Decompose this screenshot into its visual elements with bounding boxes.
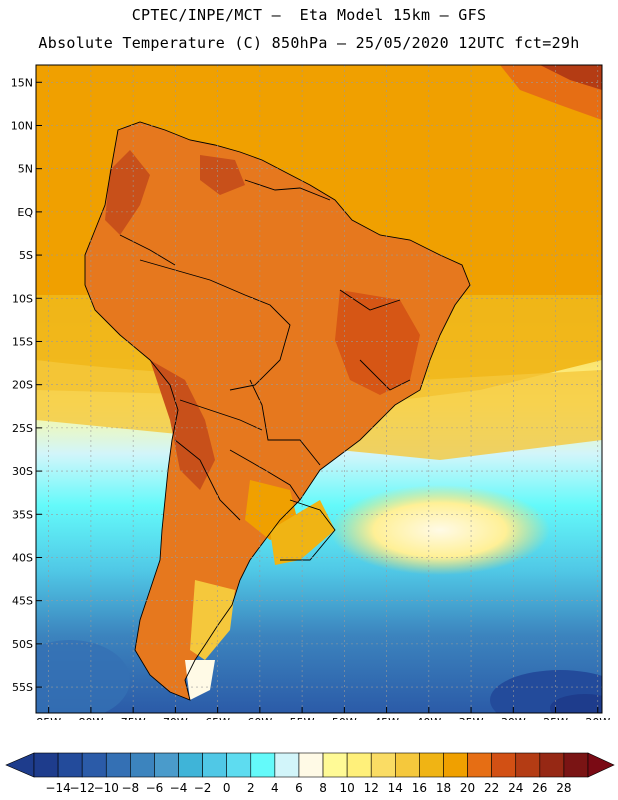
latitude-labels: 15N 10N 5N EQ 5S 10S 15S 20S 25S 30S 35S 40S 45S 50S 5… bbox=[11, 76, 34, 694]
lon-label: 20W bbox=[585, 716, 610, 720]
lat-label: 5S bbox=[19, 249, 33, 262]
colorbar: −14−12−10 −8 −6 −4 −2 0 2 4 6 8 10 12 14 16 18 20 22 24 26… bbox=[5, 752, 615, 795]
lat-label: 30S bbox=[12, 465, 33, 478]
country-borders bbox=[84, 121, 471, 701]
chart-title: CPTEC/INPE/MCT – Eta Model 15km – GFS bbox=[131, 6, 487, 24]
colorbar-arrow-high bbox=[587, 752, 615, 778]
lat-label: 45S bbox=[12, 595, 33, 608]
colorbar-cell bbox=[274, 752, 300, 778]
colorbar-cell bbox=[491, 752, 517, 778]
colorbar-label: 10 bbox=[339, 781, 354, 795]
colorbar-arrow-low bbox=[5, 752, 35, 778]
colorbar-cell bbox=[443, 752, 468, 778]
lon-label: 25W bbox=[543, 716, 568, 720]
south-america-landmass bbox=[85, 122, 470, 700]
colorbar-cell bbox=[395, 752, 420, 778]
colorbar-label: −14 bbox=[45, 781, 70, 795]
lon-label: 65W bbox=[205, 716, 230, 720]
colorbar-cell bbox=[154, 752, 179, 778]
colorbar-cell bbox=[33, 752, 59, 778]
longitude-labels: 85W 80W 75W 70W 65W 60W 55W 50W 45W 40W 35W 30W 25W 2… bbox=[36, 716, 610, 720]
lat-label: 10S bbox=[12, 292, 33, 305]
lat-label: 55S bbox=[12, 681, 33, 694]
colorbar-cell bbox=[178, 752, 203, 778]
colorbar-cell bbox=[322, 752, 348, 778]
colorbar-cell bbox=[346, 752, 372, 778]
lon-label: 75W bbox=[121, 716, 146, 720]
map-frame bbox=[35, 64, 603, 714]
colorbar-cell bbox=[467, 752, 492, 778]
colorbar-label: 20 bbox=[460, 781, 475, 795]
colorbar-cell bbox=[226, 752, 252, 778]
colorbar-label: 4 bbox=[271, 781, 279, 795]
lon-label: 85W bbox=[36, 716, 61, 720]
colorbar-label: 14 bbox=[388, 781, 403, 795]
lat-label: 15N bbox=[11, 76, 33, 89]
colorbar-cell bbox=[370, 752, 396, 778]
colorbar-cell bbox=[81, 752, 107, 778]
colorbar-label: 16 bbox=[412, 781, 427, 795]
colorbar-label: 24 bbox=[508, 781, 523, 795]
lon-label: 30W bbox=[501, 716, 526, 720]
lat-label: EQ bbox=[17, 206, 33, 219]
lon-label: 80W bbox=[78, 716, 103, 720]
lat-label: 25S bbox=[12, 422, 33, 435]
colorbar-label: 28 bbox=[556, 781, 571, 795]
lat-label: 10N bbox=[11, 119, 33, 132]
colorbar-label: 18 bbox=[436, 781, 451, 795]
colorbar-label: −12 bbox=[70, 781, 95, 795]
lat-label: 50S bbox=[12, 638, 33, 651]
colorbar-label: 6 bbox=[295, 781, 303, 795]
lon-label: 70W bbox=[163, 716, 188, 720]
lon-label: 50W bbox=[332, 716, 357, 720]
colorbar-label: −10 bbox=[94, 781, 119, 795]
colorbar-label: −8 bbox=[121, 781, 139, 795]
temperature-map: 15N 10N 5N EQ 5S 10S 15S 20S 25S 30S 35S 40S 45S 50S 5… bbox=[11, 64, 610, 720]
lon-label: 45W bbox=[374, 716, 399, 720]
colorbar-cell bbox=[105, 752, 131, 778]
colorbar-cell bbox=[419, 752, 444, 778]
colorbar-label: −2 bbox=[194, 781, 212, 795]
map-graticule bbox=[36, 65, 602, 713]
colorbar-label: 22 bbox=[484, 781, 499, 795]
lat-label: 20S bbox=[12, 379, 33, 392]
colorbar-cell bbox=[515, 752, 541, 778]
lat-label: 40S bbox=[12, 551, 33, 564]
colorbar-label: 26 bbox=[532, 781, 547, 795]
colorbar-label: 0 bbox=[223, 781, 231, 795]
lon-label: 60W bbox=[247, 716, 272, 720]
colorbar-cell bbox=[57, 752, 83, 778]
chart-subtitle: Absolute Temperature (C) 850hPa – 25/05/… bbox=[38, 34, 580, 52]
colorbar-label: 8 bbox=[319, 781, 327, 795]
colorbar-cell bbox=[539, 752, 565, 778]
colorbar-label: 12 bbox=[364, 781, 379, 795]
lon-label: 35W bbox=[459, 716, 484, 720]
colorbar-label: 2 bbox=[247, 781, 255, 795]
lat-label: 15S bbox=[12, 335, 33, 348]
lat-label: 5N bbox=[18, 163, 33, 176]
colorbar-label: −4 bbox=[170, 781, 188, 795]
lon-label: 55W bbox=[290, 716, 315, 720]
colorbar-cell bbox=[202, 752, 227, 778]
colorbar-cell bbox=[298, 752, 324, 778]
lat-label: 35S bbox=[12, 508, 33, 521]
colorbar-label: −6 bbox=[146, 781, 164, 795]
colorbar-cell bbox=[563, 752, 589, 778]
colorbar-cell bbox=[130, 752, 155, 778]
colorbar-cell bbox=[250, 752, 276, 778]
lon-label: 40W bbox=[416, 716, 441, 720]
